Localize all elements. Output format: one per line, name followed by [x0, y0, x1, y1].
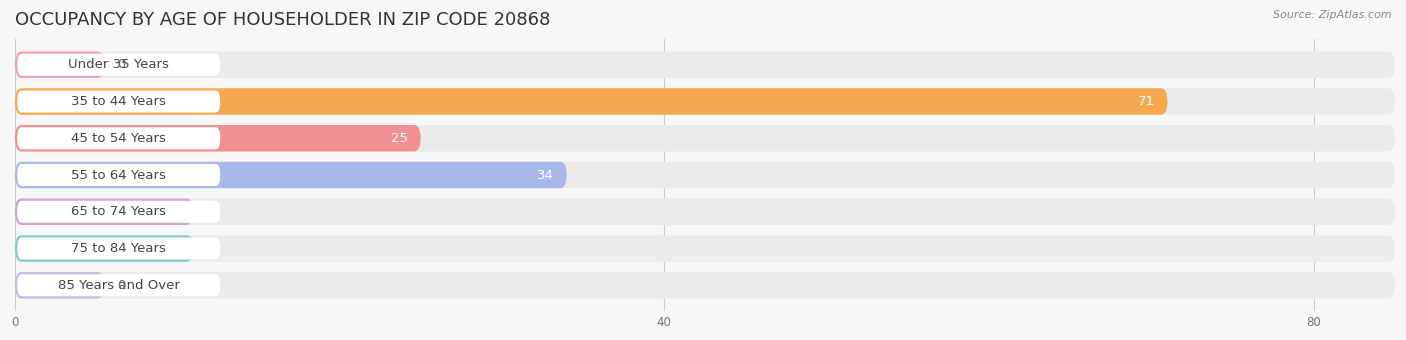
Text: 35 to 44 Years: 35 to 44 Years — [72, 95, 166, 108]
FancyBboxPatch shape — [15, 88, 1167, 115]
FancyBboxPatch shape — [17, 90, 221, 113]
Text: 71: 71 — [1137, 95, 1154, 108]
Text: 0: 0 — [117, 58, 125, 71]
Text: OCCUPANCY BY AGE OF HOUSEHOLDER IN ZIP CODE 20868: OCCUPANCY BY AGE OF HOUSEHOLDER IN ZIP C… — [15, 11, 550, 29]
FancyBboxPatch shape — [15, 235, 194, 262]
FancyBboxPatch shape — [17, 238, 221, 259]
FancyBboxPatch shape — [15, 162, 1395, 188]
Text: 55 to 64 Years: 55 to 64 Years — [72, 169, 166, 182]
Text: Source: ZipAtlas.com: Source: ZipAtlas.com — [1274, 10, 1392, 20]
Text: 65 to 74 Years: 65 to 74 Years — [72, 205, 166, 218]
Text: 25: 25 — [391, 132, 408, 145]
FancyBboxPatch shape — [17, 164, 221, 186]
FancyBboxPatch shape — [17, 274, 221, 296]
Text: 75 to 84 Years: 75 to 84 Years — [72, 242, 166, 255]
FancyBboxPatch shape — [15, 272, 104, 299]
FancyBboxPatch shape — [17, 201, 221, 223]
FancyBboxPatch shape — [15, 162, 567, 188]
FancyBboxPatch shape — [17, 127, 221, 149]
FancyBboxPatch shape — [15, 88, 1395, 115]
FancyBboxPatch shape — [15, 199, 194, 225]
Text: 34: 34 — [537, 169, 554, 182]
FancyBboxPatch shape — [15, 272, 1395, 299]
FancyBboxPatch shape — [15, 235, 1395, 262]
Text: 45 to 54 Years: 45 to 54 Years — [72, 132, 166, 145]
FancyBboxPatch shape — [17, 54, 221, 76]
FancyBboxPatch shape — [15, 51, 1395, 78]
Text: 0: 0 — [117, 279, 125, 292]
Text: 85 Years and Over: 85 Years and Over — [58, 279, 180, 292]
FancyBboxPatch shape — [15, 51, 104, 78]
FancyBboxPatch shape — [15, 125, 420, 152]
Text: Under 35 Years: Under 35 Years — [69, 58, 169, 71]
Text: 11: 11 — [163, 242, 180, 255]
Text: 11: 11 — [163, 205, 180, 218]
FancyBboxPatch shape — [15, 199, 1395, 225]
FancyBboxPatch shape — [15, 125, 1395, 152]
